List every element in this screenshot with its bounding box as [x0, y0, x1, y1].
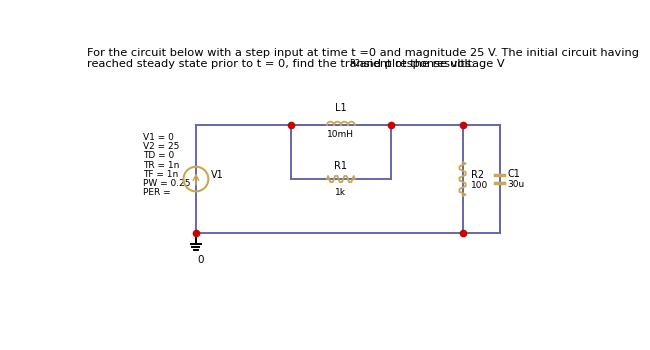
- Text: 1k: 1k: [335, 188, 346, 197]
- Text: V2 = 25: V2 = 25: [143, 142, 179, 151]
- Text: V1 = 0: V1 = 0: [143, 133, 174, 142]
- Text: TR = 1n: TR = 1n: [143, 161, 179, 170]
- Text: 100: 100: [471, 181, 488, 190]
- Text: TF = 1n: TF = 1n: [143, 170, 179, 179]
- Text: L1: L1: [335, 103, 346, 113]
- Text: C1: C1: [508, 169, 521, 180]
- Text: For the circuit below with a step input at time t =0 and magnitude 25 V. The ini: For the circuit below with a step input …: [86, 48, 639, 58]
- Text: PW = 0.25: PW = 0.25: [143, 179, 190, 188]
- Text: 0: 0: [198, 254, 204, 265]
- Text: reached steady state prior to t = 0, find the transient response voltage V: reached steady state prior to t = 0, fin…: [86, 59, 504, 69]
- Text: R2: R2: [471, 170, 484, 180]
- Text: R1: R1: [334, 161, 347, 170]
- Text: V1: V1: [211, 170, 224, 180]
- Text: PER =: PER =: [143, 188, 171, 197]
- Text: and plot the results:: and plot the results:: [356, 59, 475, 69]
- Text: TD = 0: TD = 0: [143, 151, 174, 160]
- Text: R2: R2: [349, 59, 361, 68]
- Text: 30u: 30u: [508, 180, 525, 189]
- Text: 10mH: 10mH: [328, 130, 354, 139]
